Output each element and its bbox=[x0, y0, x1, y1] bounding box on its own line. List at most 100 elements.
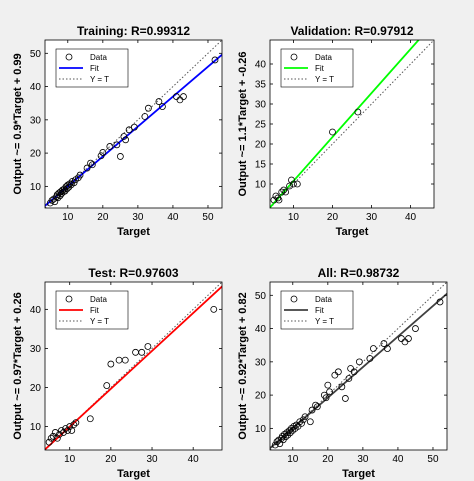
y-tick-label: 20 bbox=[30, 383, 42, 394]
plot-panel-2: 10 20 30 40 10 15 20 25 30 35 40 Validation: R=0.97… bbox=[237, 24, 435, 238]
legend-label-identity: Y = T bbox=[315, 317, 334, 326]
data-point bbox=[141, 113, 149, 120]
x-axis-label: Target bbox=[342, 468, 375, 480]
plot-panel-1: 10 20 30 40 50 10 20 30 40 50 Training: R=0.99312 T… bbox=[12, 24, 223, 238]
data-point bbox=[282, 188, 290, 196]
data-point bbox=[350, 368, 358, 376]
data-point bbox=[289, 426, 297, 434]
x-tick-label: 30 bbox=[132, 212, 144, 223]
fit-line bbox=[270, 292, 447, 450]
y-axis-label: Output ~= 0.97*Target + 0.26 bbox=[12, 292, 24, 439]
legend-label-data: Data bbox=[315, 53, 332, 62]
y-tick-label: 25 bbox=[255, 120, 267, 131]
legend-marker-data bbox=[290, 295, 298, 303]
x-axis-label: Target bbox=[336, 226, 369, 238]
y-tick-label: 20 bbox=[30, 149, 42, 160]
data-point bbox=[72, 419, 80, 427]
legend-label-data: Data bbox=[315, 295, 332, 304]
y-axis-label: Output ~= 0.9*Target + 0.99 bbox=[12, 53, 24, 194]
y-tick-label: 40 bbox=[255, 60, 267, 71]
legend-marker-data bbox=[65, 295, 73, 303]
plot-panel-3: 10 20 30 40 10 20 30 40 Test: R=0.97603 Target Out… bbox=[12, 266, 223, 480]
chart-title: All: R=0.98732 bbox=[318, 266, 400, 280]
data-point bbox=[282, 433, 290, 441]
identity-line bbox=[45, 282, 222, 450]
legend-label-data: Data bbox=[90, 295, 107, 304]
x-tick-label: 50 bbox=[427, 454, 439, 465]
x-axis-label: Target bbox=[117, 226, 150, 238]
legend-label-fit: Fit bbox=[315, 64, 325, 73]
data-point bbox=[278, 188, 286, 196]
y-tick-label: 40 bbox=[30, 82, 42, 93]
y-tick-label: 30 bbox=[255, 357, 267, 368]
y-tick-label: 10 bbox=[30, 422, 42, 433]
legend-marker-data bbox=[65, 53, 73, 61]
data-point bbox=[53, 434, 61, 442]
data-point bbox=[274, 194, 282, 202]
legend-label-fit: Fit bbox=[90, 64, 100, 73]
y-tick-label: 35 bbox=[255, 80, 267, 91]
chart-title: Test: R=0.97603 bbox=[88, 266, 178, 280]
data-point bbox=[326, 388, 333, 396]
data-point bbox=[116, 153, 124, 160]
y-tick-label: 15 bbox=[255, 160, 267, 171]
data-point bbox=[290, 180, 297, 188]
data-point bbox=[61, 187, 69, 195]
data-point bbox=[125, 126, 133, 134]
data-point bbox=[86, 415, 94, 423]
data-point bbox=[180, 93, 187, 100]
data-point bbox=[155, 98, 163, 105]
data-point bbox=[366, 355, 374, 362]
x-axis-label: Target bbox=[117, 468, 150, 480]
data-point bbox=[144, 104, 152, 112]
data-point bbox=[130, 123, 138, 131]
data-point bbox=[144, 343, 152, 350]
legend-label-fit: Fit bbox=[315, 306, 325, 315]
data-point bbox=[313, 403, 321, 411]
y-tick-label: 30 bbox=[30, 344, 42, 355]
data-point bbox=[306, 418, 314, 426]
data-point bbox=[293, 180, 301, 188]
data-point bbox=[138, 348, 146, 356]
data-point bbox=[62, 425, 69, 432]
legend-label-identity: Y = T bbox=[315, 75, 334, 84]
axes-frame bbox=[44, 281, 223, 451]
data-point bbox=[211, 56, 219, 64]
y-tick-label: 20 bbox=[255, 391, 267, 402]
plot-panel-4: 10 20 30 40 50 10 20 30 40 50 All: R=0.98732 Target… bbox=[237, 266, 448, 480]
plot-area bbox=[270, 40, 434, 208]
axes-frame bbox=[269, 281, 448, 451]
plot-area bbox=[45, 282, 222, 450]
data-point bbox=[324, 381, 332, 389]
data-point bbox=[338, 383, 346, 391]
data-point bbox=[60, 429, 67, 436]
legend-label-identity: Y = T bbox=[90, 317, 109, 326]
data-point bbox=[45, 438, 53, 446]
legend: Data Fit Y = T bbox=[280, 48, 354, 88]
data-point bbox=[66, 423, 74, 430]
y-tick-label: 10 bbox=[255, 424, 267, 435]
identity-line bbox=[270, 40, 434, 208]
data-point bbox=[345, 375, 353, 382]
data-point bbox=[97, 152, 105, 160]
data-point bbox=[288, 176, 295, 184]
data-point bbox=[64, 427, 72, 434]
data-point bbox=[83, 164, 91, 172]
data-point bbox=[54, 194, 62, 202]
data-point bbox=[355, 358, 363, 366]
y-tick-label: 50 bbox=[30, 49, 42, 60]
data-point bbox=[436, 298, 444, 306]
identity-line bbox=[45, 40, 222, 208]
data-point bbox=[380, 340, 388, 347]
axes-frame bbox=[44, 39, 223, 209]
data-point bbox=[107, 360, 115, 368]
x-tick-label: 40 bbox=[167, 212, 179, 223]
data-point bbox=[369, 345, 377, 352]
data-point bbox=[210, 305, 218, 313]
data-point bbox=[87, 159, 94, 167]
x-tick-label: 30 bbox=[146, 454, 158, 465]
data-point bbox=[121, 356, 129, 364]
data-point bbox=[270, 196, 278, 204]
data-point bbox=[341, 395, 349, 402]
